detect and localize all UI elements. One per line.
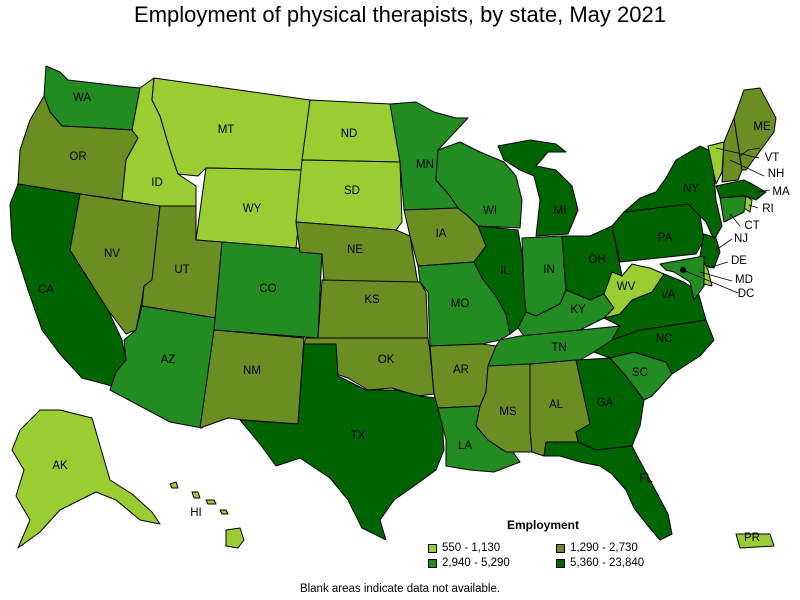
state-label-nd: ND: [341, 128, 358, 140]
legend-swatch-2: [556, 543, 565, 553]
state-me: [733, 87, 777, 171]
state-label-tx: TX: [351, 430, 366, 442]
state-ak: [11, 409, 161, 549]
state-label-mt: MT: [218, 124, 235, 136]
leader-line: [715, 238, 733, 251]
leader-line: [682, 269, 739, 294]
state-label-co: CO: [259, 283, 276, 295]
state-label-ms: MS: [499, 406, 517, 418]
state-label-la: LA: [458, 440, 472, 452]
state-label-oh: OH: [588, 254, 605, 266]
state-label-ny: NY: [683, 183, 699, 195]
state-ct: [719, 195, 747, 223]
state-label-al: AL: [549, 399, 564, 411]
state-labels: WA OR CA NV ID MT WY UT AZ CO NM ND SD NE KS OK TX MN IA MO…: [38, 92, 790, 544]
legend-label-4: 5,360 - 23,840: [570, 557, 645, 569]
state-label-ne: NE: [347, 244, 363, 256]
state-label-dc: DC: [738, 288, 755, 300]
footnote: Blank areas indicate data not available.: [299, 583, 501, 595]
state-label-nc: NC: [656, 333, 673, 345]
state-label-de: DE: [731, 255, 747, 267]
legend-swatch-4: [556, 558, 565, 568]
leader-line: [715, 147, 760, 159]
state-md: [659, 255, 705, 301]
state-label-wv: WV: [617, 281, 636, 293]
legend-title: Employment: [506, 518, 579, 532]
state-label-ca: CA: [38, 284, 54, 296]
state-nh: [721, 117, 743, 183]
leader-line: [757, 189, 771, 193]
state-label-ak: AK: [52, 460, 68, 472]
state-label-pa: PA: [658, 232, 673, 244]
state-label-wi: WI: [483, 205, 497, 217]
state-label-az: AZ: [161, 354, 176, 366]
state-hi: [169, 481, 245, 549]
state-label-md: MD: [735, 274, 753, 286]
state-nj: [699, 233, 721, 269]
state-label-mn: MN: [416, 159, 434, 171]
state-label-ct: CT: [744, 220, 759, 232]
state-ks: [317, 279, 429, 339]
state-label-il: IL: [500, 265, 510, 277]
state-label-hi: HI: [190, 507, 202, 519]
state-label-ky: KY: [570, 304, 586, 316]
legend-item-4: 5,360 - 23,840: [556, 557, 676, 569]
state-label-ut: UT: [174, 264, 189, 276]
state-label-nj: NJ: [734, 233, 748, 245]
state-wv: [603, 263, 665, 319]
legend-label-3: 2,940 - 5,290: [442, 557, 510, 569]
state-nm: [199, 329, 305, 429]
state-label-sd: SD: [344, 185, 360, 197]
legend-label-2: 1,290 - 2,730: [570, 542, 638, 554]
state-label-fl: FL: [639, 473, 653, 485]
state-label-nv: NV: [104, 248, 120, 260]
state-label-nh: NH: [768, 168, 785, 180]
map-title: Employment of physical therapists, by st…: [134, 2, 666, 27]
state-label-id: ID: [151, 177, 163, 189]
state-label-ar: AR: [453, 364, 469, 376]
state-wa: [43, 65, 141, 131]
state-label-ma: MA: [772, 186, 790, 198]
legend: Employment 550 - 1,130 1,290 - 2,730 2,9…: [428, 518, 668, 569]
state-label-ga: GA: [597, 397, 614, 409]
state-label-va: VA: [661, 289, 676, 301]
state-label-ks: KS: [364, 294, 380, 306]
state-label-or: OR: [69, 151, 86, 163]
leader-line: [748, 204, 759, 209]
state-label-ri: RI: [762, 203, 774, 215]
legend-swatch-1: [428, 543, 437, 553]
state-label-vt: VT: [765, 152, 780, 164]
legend-item-1: 550 - 1,130: [428, 542, 556, 554]
state-label-pr: PR: [744, 532, 760, 544]
leader-lines: [682, 147, 771, 294]
leader-line: [729, 159, 765, 177]
legend-grid: 550 - 1,130 1,290 - 2,730 2,940 - 5,290 …: [428, 542, 668, 569]
legend-item-2: 1,290 - 2,730: [556, 542, 676, 554]
leader-line: [729, 213, 741, 227]
state-label-nm: NM: [243, 365, 261, 377]
state-label-in: IN: [543, 264, 555, 276]
state-label-ok: OK: [378, 354, 395, 366]
state-label-mi: MI: [554, 205, 567, 217]
leader-line: [707, 261, 729, 269]
state-pr: [735, 533, 775, 549]
state-wi: [435, 141, 523, 229]
state-label-mo: MO: [451, 298, 470, 310]
state-label-tn: TN: [551, 342, 566, 354]
legend-item-3: 2,940 - 5,290: [428, 557, 556, 569]
state-il: [473, 225, 527, 335]
state-label-ia: IA: [436, 228, 447, 240]
state-label-sc: SC: [632, 367, 648, 379]
state-label-wy: WY: [243, 203, 262, 215]
legend-swatch-3: [428, 558, 437, 568]
leader-line: [699, 271, 733, 282]
state-label-wa: WA: [73, 92, 91, 104]
state-label-me: ME: [753, 121, 771, 133]
states-layer: [9, 65, 777, 549]
state-tx: [239, 343, 445, 541]
state-mi: [497, 139, 579, 237]
state-fl: [543, 441, 673, 541]
legend-label-1: 550 - 1,130: [442, 542, 501, 554]
